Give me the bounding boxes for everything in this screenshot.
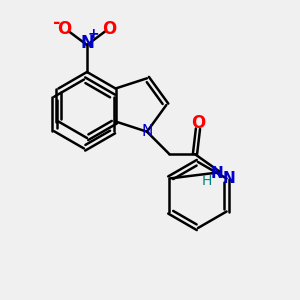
Text: N: N bbox=[141, 124, 153, 139]
Text: N: N bbox=[80, 34, 94, 52]
Text: H: H bbox=[202, 174, 212, 188]
Text: O: O bbox=[57, 20, 72, 38]
Text: -: - bbox=[53, 14, 60, 32]
Text: N: N bbox=[223, 171, 236, 186]
Text: O: O bbox=[102, 20, 117, 38]
Text: N: N bbox=[211, 166, 223, 181]
Text: +: + bbox=[88, 27, 99, 40]
Text: O: O bbox=[191, 114, 205, 132]
